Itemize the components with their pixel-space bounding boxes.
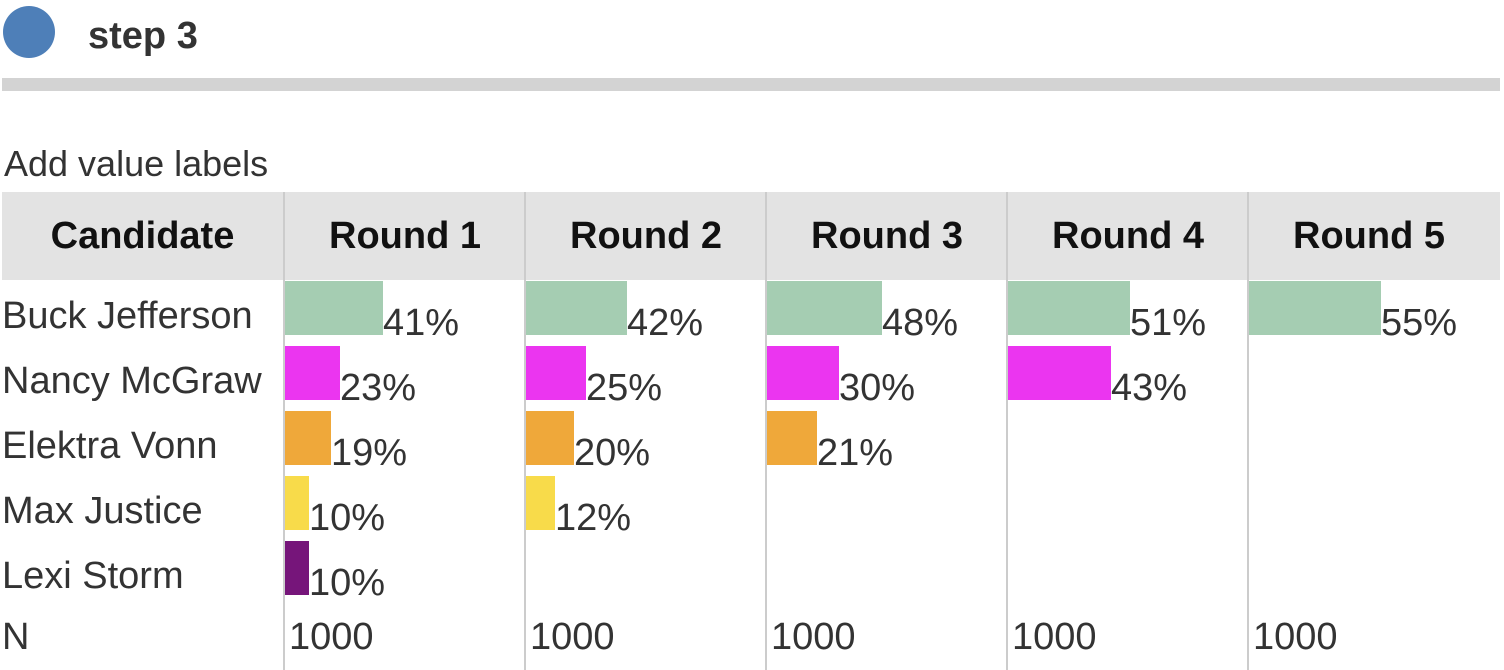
bar — [767, 346, 839, 400]
bar — [1249, 281, 1381, 335]
step-title: step 3 — [88, 15, 198, 57]
value-label: 48% — [882, 302, 959, 344]
step-divider — [2, 78, 1500, 91]
value-label: 41% — [383, 302, 460, 344]
value-label: 25% — [586, 367, 663, 409]
header-round-1: Round 1 — [329, 215, 481, 257]
bar — [285, 346, 340, 400]
value-label: 10% — [309, 562, 386, 604]
candidate-label: Buck Jefferson — [2, 295, 253, 337]
header-candidate: Candidate — [50, 215, 235, 257]
bar-table-chart: Candidate Round 1 Round 2 Round 3 Round … — [2, 192, 1500, 670]
header-round-2: Round 2 — [570, 215, 722, 257]
step-header: step 3 — [0, 0, 1504, 78]
n-value: 1000 — [771, 616, 856, 658]
column-divider — [1247, 192, 1249, 670]
value-label: 23% — [340, 367, 417, 409]
bar — [285, 476, 309, 530]
table-header-row: Candidate Round 1 Round 2 Round 3 Round … — [2, 192, 1500, 280]
header-round-5: Round 5 — [1293, 215, 1445, 257]
candidate-label: Lexi Storm — [2, 555, 184, 597]
value-label: 21% — [817, 432, 894, 474]
bar — [526, 411, 574, 465]
value-label: 42% — [627, 302, 704, 344]
n-label: N — [2, 616, 30, 658]
chart-subtitle: Add value labels — [4, 143, 269, 184]
value-label: 30% — [839, 367, 916, 409]
candidate-label: Elektra Vonn — [2, 425, 218, 467]
header-round-4: Round 4 — [1052, 215, 1204, 257]
value-label: 51% — [1130, 302, 1207, 344]
value-label: 55% — [1381, 302, 1458, 344]
bar — [526, 346, 586, 400]
value-label: 12% — [555, 497, 632, 539]
bar — [285, 541, 309, 595]
bar — [1008, 346, 1111, 400]
value-label: 19% — [331, 432, 408, 474]
n-value: 1000 — [289, 616, 374, 658]
n-value: 1000 — [530, 616, 615, 658]
column-divider — [283, 192, 285, 670]
bar — [767, 281, 882, 335]
candidate-label: Max Justice — [2, 490, 203, 532]
bar — [526, 476, 555, 530]
bar — [285, 281, 383, 335]
value-label: 43% — [1111, 367, 1188, 409]
n-value: 1000 — [1012, 616, 1097, 658]
bar — [526, 281, 627, 335]
bar — [767, 411, 817, 465]
bar — [1008, 281, 1130, 335]
n-value: 1000 — [1253, 616, 1338, 658]
step-indicator-dot — [3, 6, 55, 58]
candidate-label: Nancy McGraw — [2, 360, 262, 402]
column-divider — [524, 192, 526, 670]
column-divider — [1006, 192, 1008, 670]
value-label: 10% — [309, 497, 386, 539]
value-label: 20% — [574, 432, 651, 474]
header-round-3: Round 3 — [811, 215, 963, 257]
column-divider — [765, 192, 767, 670]
bar — [285, 411, 331, 465]
